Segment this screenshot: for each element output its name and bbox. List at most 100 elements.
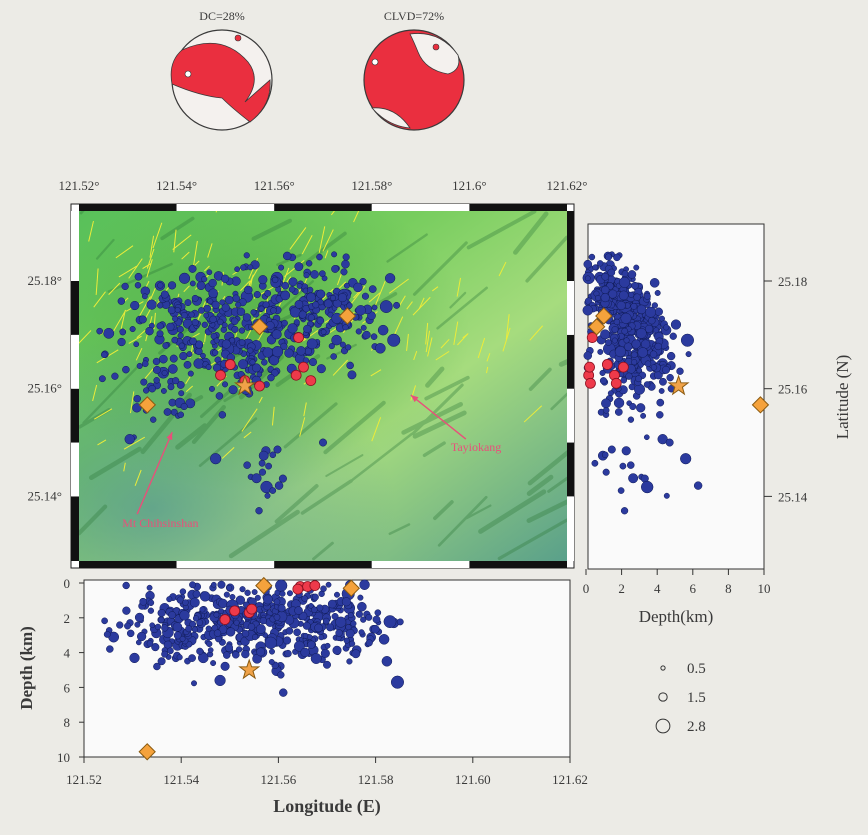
earthquake-point: [184, 299, 192, 307]
earthquake-point: [183, 360, 192, 369]
earthquake-point: [136, 362, 143, 369]
earthquake-point: [592, 264, 599, 271]
earthquake-point: [286, 590, 293, 597]
earthquake-point: [242, 313, 251, 322]
earthquake-point: [271, 329, 282, 340]
earthquake-point: [631, 351, 638, 359]
earthquake-point: [359, 277, 367, 286]
earthquake-point: [328, 343, 335, 350]
earthquake-point: [196, 647, 204, 655]
earthquake-point: [350, 620, 357, 627]
earthquake-point: [149, 622, 156, 629]
earthquake-point: [316, 364, 326, 374]
earthquake-point: [662, 365, 671, 374]
terrain-ridge: [547, 476, 567, 493]
earthquake-point: [663, 324, 670, 331]
station-diamond: [250, 318, 269, 336]
terrain-ridge: [95, 238, 115, 260]
earthquake-point: [111, 372, 119, 380]
red-event-point: [601, 359, 613, 370]
earthquake-point: [666, 373, 674, 382]
earthquake-point: [250, 309, 257, 316]
fault-line: [240, 280, 251, 292]
station-diamond: [342, 579, 361, 597]
earthquake-point: [285, 627, 294, 635]
earthquake-point: [278, 264, 285, 271]
earthquake-point: [258, 305, 265, 312]
earthquake-point: [685, 351, 692, 358]
earthquake-point: [627, 461, 635, 469]
earthquake-point: [162, 342, 170, 349]
terrain-ridge: [412, 410, 467, 439]
frame-segment: [176, 204, 275, 211]
earthquake-point: [221, 322, 228, 329]
earthquake-point: [236, 307, 246, 316]
fault-line: [207, 243, 213, 258]
earthquake-point: [226, 627, 236, 637]
earthquake-point: [370, 333, 378, 340]
earthquake-point: [176, 325, 184, 333]
earthquake-point: [191, 680, 198, 687]
terrain-ridge: [228, 509, 300, 559]
earthquake-point: [229, 593, 236, 600]
fault-line: [221, 447, 235, 459]
earthquake-point: [643, 434, 650, 441]
earthquake-point: [196, 619, 204, 627]
earthquake-point: [653, 327, 660, 334]
earthquake-point: [244, 589, 251, 596]
earthquake-point: [147, 599, 155, 607]
earthquake-point: [343, 282, 350, 289]
earthquake-point: [179, 610, 190, 621]
fault-line: [410, 385, 417, 401]
earthquake-point: [635, 375, 643, 383]
depth-lat-y-tick-label: 25.18: [778, 274, 807, 289]
earthquake-point: [651, 302, 658, 309]
terrain-ridge: [401, 402, 464, 435]
terrain-ridge: [82, 366, 139, 424]
earthquake-point: [130, 300, 140, 311]
earthquake-point: [259, 617, 267, 625]
earthquake-point: [605, 339, 612, 346]
fault-line: [486, 366, 489, 374]
earthquake-point: [387, 333, 401, 347]
earthquake-point: [680, 453, 692, 465]
earthquake-point: [343, 637, 350, 644]
fault-line: [453, 321, 459, 346]
earthquake-point: [133, 394, 141, 403]
beachball-dc-compression: [170, 42, 271, 123]
annotation-arrow: [136, 431, 173, 515]
earthquake-point: [189, 581, 196, 589]
fault-line: [181, 251, 190, 260]
earthquake-point: [377, 324, 389, 336]
earthquake-point: [318, 634, 325, 641]
station-diamond: [338, 307, 357, 325]
earthquake-point: [582, 305, 593, 316]
earthquake-point: [294, 300, 304, 309]
earthquake-point: [228, 385, 238, 395]
earthquake-point: [643, 381, 651, 388]
earthquake-point: [206, 269, 213, 276]
earthquake-point: [234, 266, 241, 273]
lon-depth-ticks: 121.52 121.54 121.56 121.58 121.60 121.62 0 2 4 6…: [57, 576, 588, 787]
earthquake-point: [156, 322, 164, 330]
red-event-point: [584, 361, 595, 373]
fault-line: [248, 266, 260, 285]
earthquake-point: [274, 481, 284, 490]
map-y-tick-label: 25.14°: [28, 488, 62, 503]
terrain-ridge: [528, 367, 552, 391]
fault-line: [529, 325, 544, 341]
fault-line: [118, 265, 138, 278]
earthquake-point: [288, 277, 298, 287]
fault-line: [134, 469, 142, 486]
fault-line: [462, 333, 468, 339]
fault-line: [136, 329, 146, 339]
fault-line: [332, 359, 349, 376]
earthquake-point: [247, 623, 256, 631]
fault-line: [303, 402, 307, 417]
map-left-tick-labels: 25.14° 25.16° 25.18°: [28, 273, 62, 503]
earthquake-point: [271, 346, 284, 358]
earthquake-point: [334, 591, 340, 598]
fault-line: [108, 282, 121, 296]
depth-lat-quakes: [582, 251, 703, 515]
earthquake-point: [296, 283, 303, 289]
